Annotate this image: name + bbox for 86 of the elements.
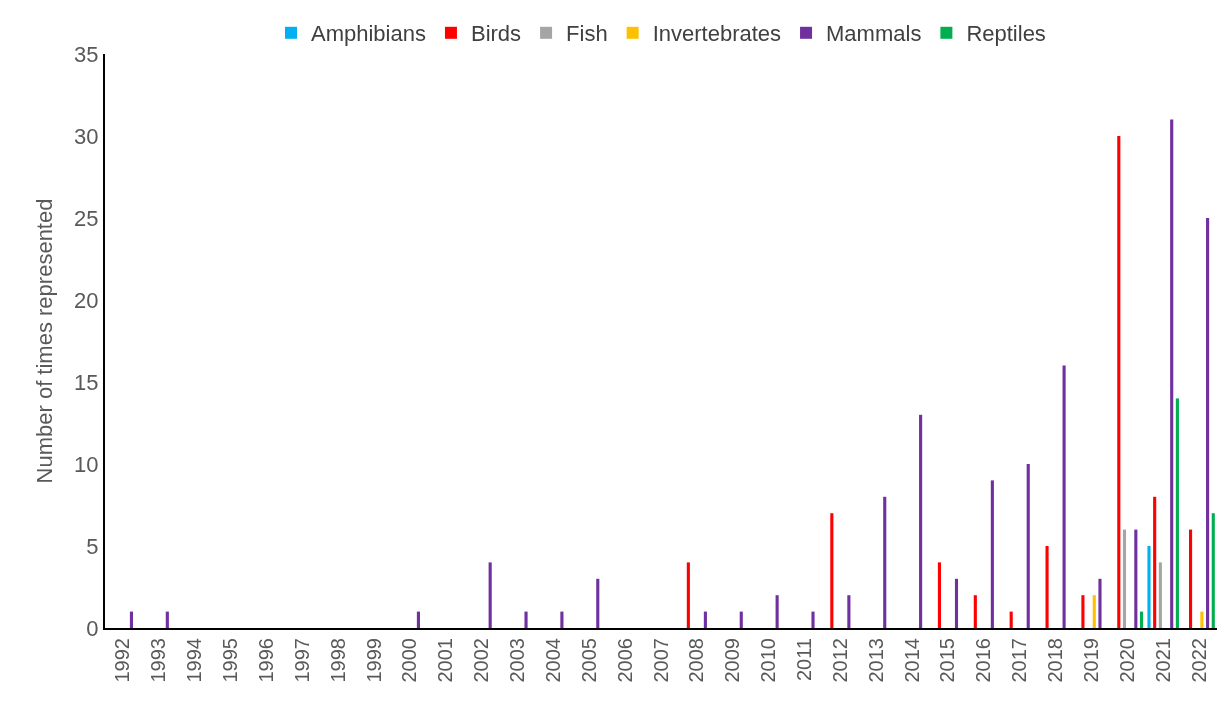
bar xyxy=(937,562,942,628)
bar xyxy=(596,578,600,628)
x-tick-label: 2018 xyxy=(1044,638,1067,683)
y-tick-label: 25 xyxy=(74,205,99,231)
bar xyxy=(1211,513,1215,628)
x-tick-label: 1997 xyxy=(290,638,313,683)
bar xyxy=(1134,529,1138,628)
legend-label: Reptiles xyxy=(966,21,1046,47)
x-tick-label: 2002 xyxy=(470,638,493,683)
x-tick-label: 2017 xyxy=(1008,638,1031,683)
x-tick-label: 1996 xyxy=(254,638,277,683)
y-tick-label: 15 xyxy=(74,369,99,395)
bar xyxy=(1117,136,1121,628)
bar xyxy=(1062,365,1066,628)
x-tick-label: 1993 xyxy=(147,638,170,683)
bar xyxy=(811,611,815,628)
bar xyxy=(1158,562,1162,628)
bar xyxy=(524,611,528,628)
bar xyxy=(129,611,134,628)
bar xyxy=(1092,595,1096,628)
x-tick-label: 1992 xyxy=(111,638,134,683)
x-tick-label: 2006 xyxy=(613,638,636,683)
x-tick-label: 2011 xyxy=(792,638,815,682)
legend-label: Invertebrates xyxy=(652,21,782,47)
legend-label: Mammals xyxy=(826,21,922,47)
x-tick-label: 2021 xyxy=(1151,638,1174,683)
bar xyxy=(1026,464,1030,628)
y-tick-label: 20 xyxy=(74,287,99,313)
bar xyxy=(1188,529,1193,628)
x-tick-label: 2019 xyxy=(1079,638,1102,683)
bar xyxy=(1153,496,1157,628)
x-tick-label: 1999 xyxy=(362,638,385,683)
bar xyxy=(416,611,420,628)
x-tick-label: 2020 xyxy=(1115,638,1138,683)
x-tick-label: 2001 xyxy=(434,638,457,683)
x-tick-label: 2003 xyxy=(506,638,529,683)
bar xyxy=(703,611,707,628)
bar xyxy=(919,414,923,628)
y-tick-label: 35 xyxy=(74,41,99,67)
bar xyxy=(739,611,743,628)
y-tick-label: 5 xyxy=(86,533,99,559)
bar xyxy=(973,595,977,628)
bar xyxy=(488,562,492,628)
bar xyxy=(954,578,959,628)
bar xyxy=(990,480,994,628)
bar xyxy=(847,595,851,628)
y-tick-label: 10 xyxy=(74,451,99,477)
bar xyxy=(1009,611,1013,628)
x-tick-label: 2016 xyxy=(972,638,995,683)
x-tick-label: 1995 xyxy=(219,638,242,683)
bar xyxy=(165,611,169,628)
x-tick-label: 2000 xyxy=(398,638,421,683)
x-tick-label: 2010 xyxy=(757,638,780,683)
bar xyxy=(1081,595,1085,628)
bar xyxy=(1200,611,1204,628)
bar xyxy=(883,496,887,628)
y-tick-label: 0 xyxy=(86,615,99,641)
bar xyxy=(686,562,690,628)
x-tick-label: 1994 xyxy=(183,638,206,683)
x-tick-label: 2004 xyxy=(541,638,564,683)
x-tick-label: 2014 xyxy=(900,638,923,683)
x-tick-label: 2022 xyxy=(1187,638,1210,683)
x-tick-label: 2007 xyxy=(649,638,672,683)
x-tick-label: 2008 xyxy=(685,638,708,683)
bar xyxy=(1098,578,1102,628)
bar xyxy=(560,611,564,628)
bar xyxy=(1147,546,1151,628)
y-axis-title: Number of times represented xyxy=(32,198,58,484)
bar xyxy=(775,595,779,628)
bar xyxy=(1170,119,1174,628)
bar xyxy=(1206,218,1210,628)
bar xyxy=(1175,398,1179,628)
x-tick-label: 1998 xyxy=(326,638,349,683)
legend-label: Birds xyxy=(470,21,522,47)
legend-label: Amphibians xyxy=(311,21,426,47)
x-tick-label: 2005 xyxy=(577,638,600,683)
x-tick-label: 2012 xyxy=(828,638,851,683)
bar xyxy=(830,513,834,628)
x-tick-label: 2013 xyxy=(864,638,887,683)
y-tick-label: 30 xyxy=(74,123,99,149)
x-tick-label: 2009 xyxy=(721,638,744,683)
bar xyxy=(1122,529,1127,628)
legend-label: Fish xyxy=(566,21,608,47)
bar xyxy=(1139,611,1144,628)
bar xyxy=(1045,546,1049,628)
x-tick-label: 2015 xyxy=(936,638,959,683)
